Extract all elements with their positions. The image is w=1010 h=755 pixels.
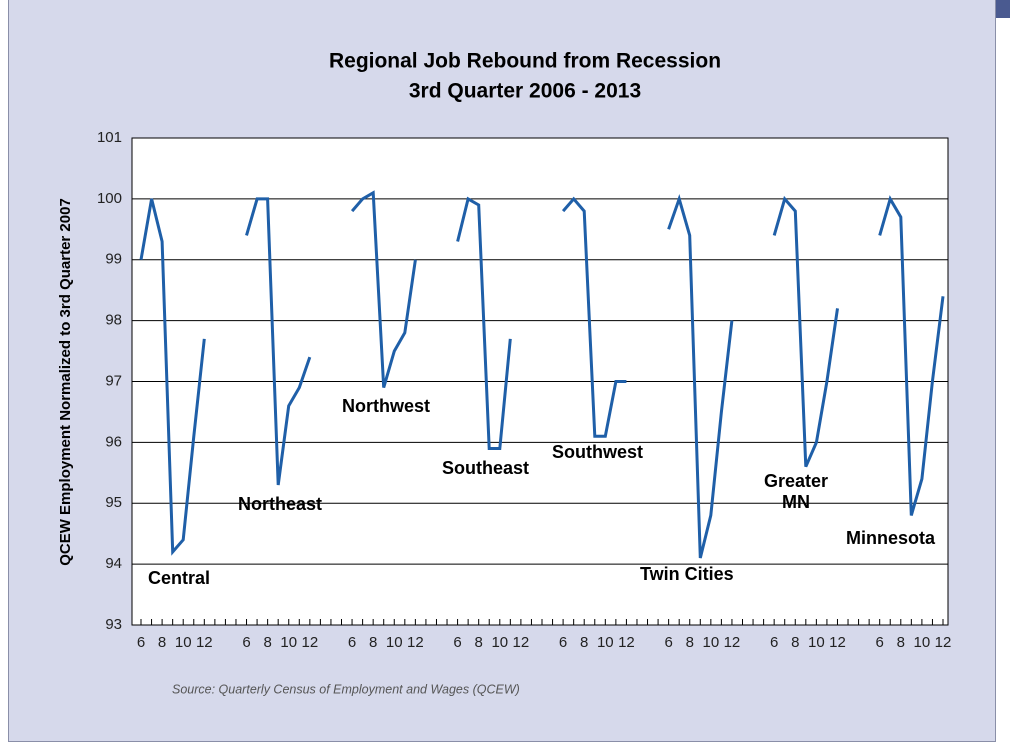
y-axis-label: QCEW Employment Normalized to 3rd Quarte… bbox=[57, 198, 74, 566]
x-tick-label: 8 bbox=[263, 634, 271, 651]
x-tick-label: 6 bbox=[453, 634, 461, 651]
y-tick-label: 96 bbox=[105, 433, 122, 450]
chart-title: Regional Job Rebound from Recession bbox=[329, 50, 721, 73]
y-tick-label: 100 bbox=[97, 190, 122, 207]
x-tick-label: 10 bbox=[491, 634, 508, 651]
region-label: Southwest bbox=[552, 442, 644, 462]
x-tick-label: 8 bbox=[897, 634, 905, 651]
x-tick-label: 6 bbox=[876, 634, 884, 651]
x-tick-label: 10 bbox=[702, 634, 719, 651]
x-tick-label: 12 bbox=[513, 634, 530, 651]
x-tick-label: 8 bbox=[369, 634, 377, 651]
x-tick-label: 10 bbox=[280, 634, 297, 651]
y-tick-label: 93 bbox=[105, 616, 122, 633]
region-label: Northeast bbox=[238, 494, 323, 514]
region-label: Southeast bbox=[442, 458, 530, 478]
data-line bbox=[139, 190, 945, 559]
region-label: Twin Cities bbox=[640, 564, 734, 584]
x-tick-label: 6 bbox=[242, 634, 250, 651]
region-label: Northwest bbox=[342, 396, 431, 416]
x-tick-label: 6 bbox=[559, 634, 567, 651]
x-tick-label: 12 bbox=[618, 634, 635, 651]
x-tick-label: 8 bbox=[158, 634, 166, 651]
x-tick-label: 8 bbox=[686, 634, 694, 651]
y-tick-label: 98 bbox=[105, 312, 122, 329]
y-tick-label: 101 bbox=[97, 129, 122, 146]
x-tick-label: 12 bbox=[935, 634, 952, 651]
x-tick-label: 12 bbox=[407, 634, 424, 651]
x-tick-label: 8 bbox=[580, 634, 588, 651]
x-tick-label: 12 bbox=[829, 634, 846, 651]
y-tick-label: 95 bbox=[105, 494, 122, 511]
x-tick-label: 6 bbox=[137, 634, 145, 651]
x-tick-label: 10 bbox=[597, 634, 614, 651]
y-tick-label: 94 bbox=[105, 555, 122, 572]
x-tick-label: 10 bbox=[386, 634, 403, 651]
x-tick-label: 6 bbox=[770, 634, 778, 651]
x-tick-label: 12 bbox=[724, 634, 741, 651]
x-tick-label: 6 bbox=[664, 634, 672, 651]
y-tick-label: 99 bbox=[105, 251, 122, 268]
x-tick-label: 10 bbox=[914, 634, 931, 651]
x-tick-label: 8 bbox=[791, 634, 799, 651]
y-tick-label: 97 bbox=[105, 372, 122, 389]
corner-box bbox=[996, 0, 1010, 18]
x-tick-label: 8 bbox=[475, 634, 483, 651]
chart-subtitle: 3rd Quarter 2006 - 2013 bbox=[409, 80, 641, 103]
region-label: Central bbox=[148, 568, 211, 588]
x-tick-label: 6 bbox=[348, 634, 356, 651]
x-tick-label: 10 bbox=[175, 634, 192, 651]
region-label: Greater MN bbox=[763, 471, 829, 512]
region-label: Minnesota bbox=[846, 528, 936, 548]
x-tick-label: 12 bbox=[196, 634, 213, 651]
x-tick-label: 10 bbox=[808, 634, 825, 651]
source: Source: Quarterly Census of Employment a… bbox=[172, 682, 520, 696]
x-tick-label: 12 bbox=[301, 634, 318, 651]
